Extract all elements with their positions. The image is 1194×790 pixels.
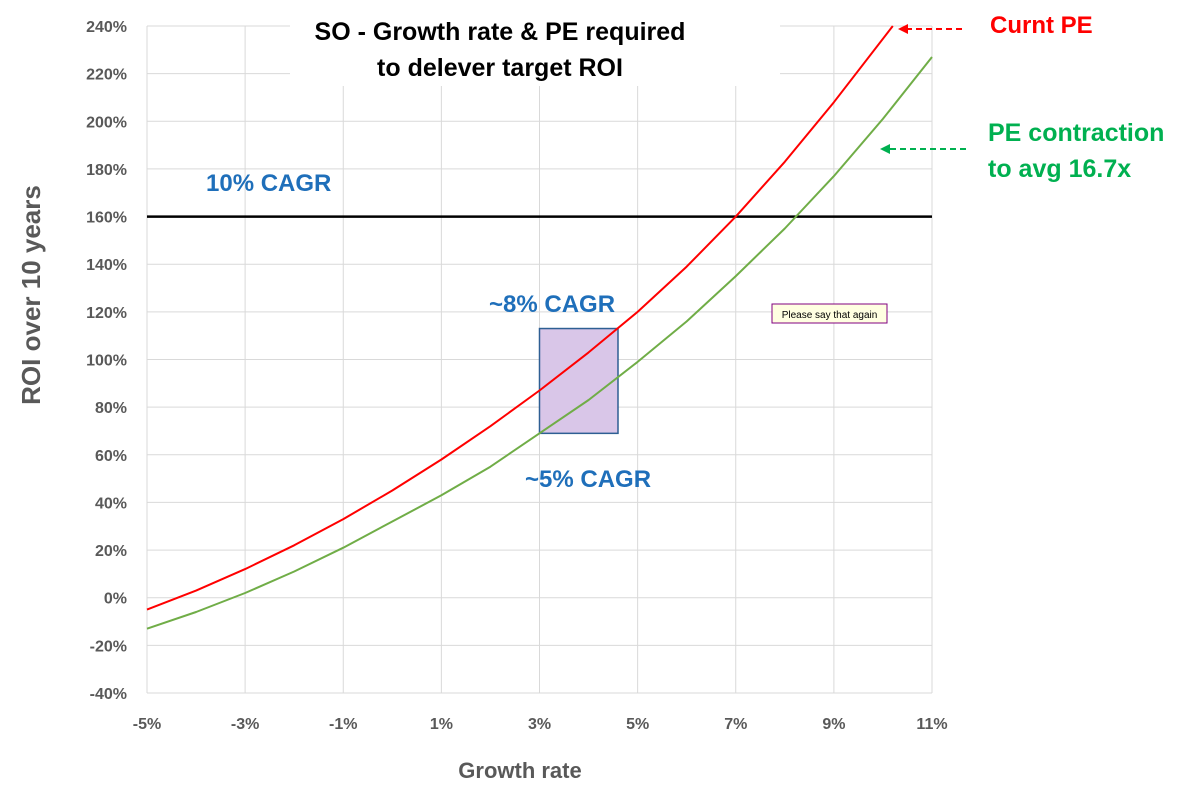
reference-line-label: 10% CAGR [206, 170, 331, 197]
y-tick-labels: 240% 220% 200% 180% 160% 140% 120% 100% 80% 60% 40… [86, 19, 127, 703]
x-tick-labels: -5% -3% -1% 1% 3% 5% 7% 9% 11% [133, 716, 948, 733]
chart-title-line-1: SO - Growth rate & PE required [315, 18, 686, 46]
y-tick-label: 40% [95, 495, 127, 512]
y-tick-label: 120% [86, 305, 127, 322]
series-line-pe-contraction [146, 56, 933, 630]
arrow-to-curnt-pe [898, 24, 962, 34]
x-tick-label: 7% [724, 716, 747, 733]
y-tick-label: 200% [86, 114, 127, 131]
y-tick-label: 0% [104, 591, 127, 608]
y-tick-label: 60% [95, 448, 127, 465]
x-tick-label: 11% [916, 716, 947, 733]
chart-title-line-2: to delever target ROI [377, 54, 623, 82]
y-tick-label: -20% [90, 638, 127, 655]
x-tick-label: 9% [822, 716, 845, 733]
y-tick-label: 180% [86, 162, 127, 179]
arrow-to-pe-contraction [880, 144, 966, 154]
series-line-curnt-pe [146, 25, 894, 611]
annotation-8pct-cagr: ~8% CAGR [489, 291, 615, 318]
x-tick-label: -1% [329, 716, 357, 733]
annotation-pe-contraction-line-2: to avg 16.7x [988, 155, 1131, 183]
y-tick-label: 80% [95, 400, 127, 417]
x-tick-label: -5% [133, 716, 161, 733]
annotation-pe-contraction-line-1: PE contraction [988, 119, 1164, 147]
annotation-curnt-pe: Curnt PE [990, 12, 1093, 39]
tooltip: Please say that again [771, 303, 888, 324]
y-tick-label: 140% [86, 257, 127, 274]
x-tick-label: 5% [626, 716, 649, 733]
y-tick-label: 240% [86, 19, 127, 36]
annotation-5pct-cagr: ~5% CAGR [525, 466, 651, 493]
title-background [290, 14, 780, 86]
y-tick-label: 20% [95, 543, 127, 560]
y-tick-label: 100% [86, 353, 127, 370]
y-axis-title: ROI over 10 years [16, 185, 46, 405]
x-tick-label: 1% [430, 716, 453, 733]
x-tick-label: 3% [528, 716, 551, 733]
x-axis-title: Growth rate [458, 758, 581, 783]
y-tick-label: 160% [86, 210, 127, 227]
x-tick-label: -3% [231, 716, 259, 733]
tooltip-text: Please say that again [782, 310, 878, 321]
y-tick-label: -40% [90, 686, 127, 703]
gridlines [146, 25, 933, 694]
series-group [146, 25, 933, 630]
y-tick-label: 220% [86, 67, 127, 84]
